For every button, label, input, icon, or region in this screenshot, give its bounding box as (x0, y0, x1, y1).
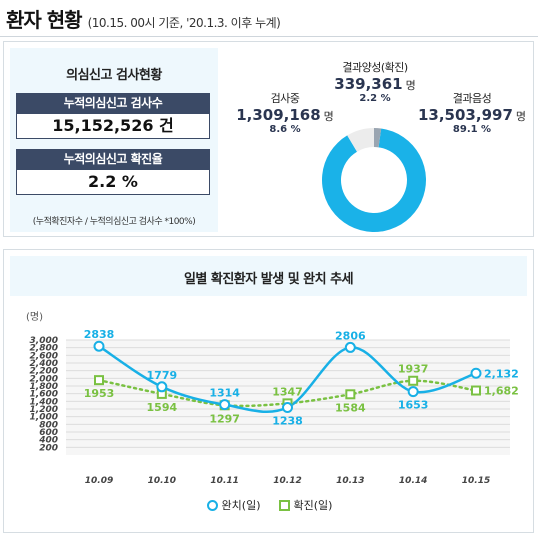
data-point-confirmed[interactable] (471, 385, 481, 396)
negative-result-value: 13,503,997 (417, 106, 513, 124)
data-point-recovered[interactable] (282, 402, 293, 414)
daily-trend-panel: 일별 확진환자 발생 및 완치 추세 (명) 200 400 600 800 1,000… (3, 249, 534, 533)
y-tick-label: 1,400 (30, 397, 58, 407)
positive-result-name: 결과양성(확진) (342, 61, 408, 74)
data-label-recovered: 2806 (335, 329, 366, 342)
test-results-area: 결과양성(확진) 339,361 명 2.2 % 검사중 1,309,168 명 8… (219, 42, 533, 236)
x-tick-label: 10.13 (336, 476, 364, 486)
y-tick-label: 1,800 (30, 382, 58, 392)
x-tick-label: 10.15 (462, 476, 490, 486)
data-label-recovered: 2838 (84, 328, 115, 341)
data-point-recovered[interactable] (156, 381, 168, 393)
positive-rate-label: 누적의심신고 확진율 (16, 149, 210, 169)
testing-result-name: 검사중 (270, 92, 300, 105)
negative-result-unit: 명 (515, 110, 527, 123)
chart-title: 일별 확진환자 발생 및 완치 추세 (183, 272, 354, 287)
header-divider (0, 36, 538, 37)
data-point-recovered[interactable] (344, 341, 356, 353)
cumulative-tests-value: 15,152,526 건 (16, 113, 210, 139)
data-point-confirmed[interactable] (94, 375, 104, 386)
legend-recovered[interactable]: 완치(일) (206, 497, 261, 513)
chart-title-box: 일별 확진환자 발생 및 완치 추세 (10, 256, 527, 296)
testing-result-value: 1,309,168 (236, 106, 321, 124)
positive-rate-note: (누적확진자수 / 누적의심신고 검사수 *100%) (32, 217, 196, 227)
y-tick-label: 1,200 (30, 405, 58, 415)
page-title: 환자 현황 (6, 8, 83, 32)
data-point-confirmed[interactable] (408, 375, 419, 386)
legend-recovered-label: 완치(일) (221, 499, 261, 512)
data-label-recovered: 2,132 (484, 367, 519, 380)
y-tick-label: 600 (39, 428, 58, 438)
x-tick-label: 10.09 (85, 476, 113, 486)
plot-area (66, 340, 510, 455)
data-label-confirmed: 1347 (272, 385, 303, 398)
y-tick-label: 400 (38, 436, 58, 446)
page-subtitle: (10.15. 00시 기준, '20.1.3. 이후 누계) (87, 16, 281, 30)
test-summary-title: 의심신고 검사현황 (66, 68, 162, 83)
x-tick-label: 10.12 (273, 476, 301, 486)
data-point-recovered[interactable] (219, 399, 231, 411)
donut-slice-testing (347, 128, 374, 152)
y-tick-label: 200 (39, 443, 58, 453)
negative-result-label: 결과음성 13,503,997 명 89.1 % (415, 90, 529, 135)
y-tick-label: 2,000 (30, 374, 58, 384)
test-status-panel: 의심신고 검사현황 누적의심신고 검사수 15,152,526 건 누적의심신고… (3, 41, 534, 237)
testing-result-percent: 8.6 % (269, 124, 301, 135)
positive-result-label: 결과양성(확진) 339,361 명 2.2 % (327, 59, 423, 104)
negative-result-percent: 89.1 % (452, 124, 492, 135)
x-tick-label: 10.10 (148, 476, 176, 486)
cumulative-tests-label: 누적의심신고 검사수 (16, 93, 210, 113)
negative-result-name: 결과음성 (452, 92, 492, 105)
data-label-recovered: 1238 (272, 415, 303, 428)
data-label-recovered: 1779 (147, 369, 178, 382)
test-summary-box: 의심신고 검사현황 누적의심신고 검사수 15,152,526 건 누적의심신고… (10, 48, 218, 232)
test-results-donut (322, 128, 426, 232)
legend-confirmed[interactable]: 확진(일) (278, 497, 333, 513)
data-label-recovered: 1314 (209, 387, 240, 400)
chart-legend: 완치(일) 확진(일) (4, 497, 535, 513)
data-label-confirmed: 1297 (209, 412, 240, 425)
y-tick-label: 2,400 (30, 359, 58, 369)
data-label-confirmed: 1953 (84, 387, 115, 400)
positive-rate-stat: 누적의심신고 확진율 2.2 % (16, 149, 210, 195)
x-tick-label: 10.14 (399, 476, 427, 486)
page-header: 환자 현황 (10.15. 00시 기준, '20.1.3. 이후 누계) (6, 4, 281, 34)
y-tick-label: 800 (39, 420, 58, 430)
positive-result-percent: 2.2 % (359, 93, 391, 104)
positive-rate-value: 2.2 % (16, 169, 210, 195)
donut-slice-negative (322, 128, 426, 232)
testing-result-unit: 명 (323, 110, 334, 123)
data-point-confirmed[interactable] (345, 389, 356, 400)
circle-marker-icon (206, 499, 218, 511)
y-tick-label: 2,800 (30, 344, 58, 354)
data-point-recovered[interactable] (407, 386, 419, 398)
data-point-recovered[interactable] (93, 340, 105, 352)
testing-result-label: 검사중 1,309,168 명 8.6 % (233, 90, 337, 135)
positive-result-unit: 명 (405, 79, 416, 92)
chart-unit-label: (명) (26, 312, 44, 323)
y-tick-label: 2,600 (30, 351, 58, 361)
y-tick-label: 1,600 (30, 390, 58, 400)
positive-result-value: 339,361 (334, 75, 403, 93)
y-tick-label: 1,000 (30, 413, 58, 423)
data-point-recovered[interactable] (470, 367, 482, 379)
data-label-confirmed: 1937 (398, 363, 429, 376)
legend-confirmed-label: 확진(일) (293, 499, 333, 512)
data-label-recovered: 1653 (398, 399, 429, 412)
data-label-confirmed: 1584 (335, 401, 366, 414)
daily-trend-chart: 2004006008001,0001,2001,4001,6001,8002,0… (30, 328, 519, 486)
cumulative-tests-stat: 누적의심신고 검사수 15,152,526 건 (16, 93, 210, 139)
data-label-confirmed: 1,682 (484, 385, 519, 398)
x-tick-label: 10.11 (210, 476, 238, 486)
donut-slice-positive (374, 128, 382, 148)
square-marker-icon (278, 499, 290, 511)
y-tick-label: 3,000 (30, 336, 58, 346)
data-label-confirmed: 1594 (147, 401, 178, 414)
y-tick-label: 2,200 (30, 367, 58, 377)
